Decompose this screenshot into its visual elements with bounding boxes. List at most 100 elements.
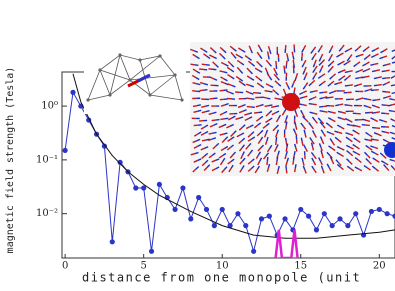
field-arrow bbox=[251, 63, 256, 67]
field-arrow bbox=[313, 112, 318, 115]
field-arrow bbox=[246, 75, 251, 79]
field-arrow bbox=[247, 133, 252, 138]
field-arrow bbox=[209, 54, 214, 58]
field-arrow bbox=[232, 130, 237, 135]
field-arrow bbox=[255, 75, 260, 80]
field-arrow bbox=[311, 146, 315, 151]
field-arrow bbox=[211, 159, 216, 163]
field-arrow bbox=[215, 142, 220, 147]
field-arrow bbox=[383, 164, 387, 169]
y-tick-label: 10⁻² bbox=[36, 208, 58, 219]
field-arrow bbox=[299, 96, 304, 100]
field-arrow bbox=[281, 111, 285, 116]
field-arrow bbox=[286, 143, 289, 148]
field-arrow bbox=[356, 61, 361, 65]
field-arrow bbox=[274, 71, 279, 76]
field-arrow bbox=[337, 62, 342, 66]
field-arrow bbox=[227, 60, 232, 65]
field-arrow bbox=[319, 160, 323, 166]
field-arrow bbox=[219, 70, 224, 73]
field-arrow bbox=[365, 158, 370, 162]
field-arrow bbox=[221, 55, 226, 60]
field-arrow bbox=[292, 128, 296, 133]
field-arrow bbox=[382, 138, 387, 142]
field-arrow bbox=[230, 144, 235, 149]
insets bbox=[84, 42, 395, 176]
field-arrow bbox=[302, 165, 306, 170]
field-arrow bbox=[264, 105, 269, 108]
field-arrow bbox=[318, 68, 322, 73]
field-arrow bbox=[331, 147, 336, 152]
field-arrow bbox=[320, 53, 324, 58]
data-point bbox=[345, 223, 351, 229]
field-arrow bbox=[222, 157, 226, 162]
field-arrow bbox=[336, 124, 342, 128]
field-arrow bbox=[195, 76, 200, 81]
field-arrow bbox=[322, 169, 325, 174]
field-arrow bbox=[215, 166, 220, 170]
field-arrow bbox=[375, 69, 381, 72]
field-arrow bbox=[293, 168, 297, 173]
field-arrow bbox=[346, 150, 351, 154]
field-arrow bbox=[212, 56, 217, 60]
field-arrow bbox=[273, 67, 277, 73]
field-arrow bbox=[365, 75, 370, 78]
field-arrow bbox=[240, 62, 245, 66]
field-arrow bbox=[264, 89, 269, 92]
field-arrow bbox=[236, 66, 241, 71]
field-arrow bbox=[191, 74, 197, 79]
field-arrow bbox=[331, 119, 336, 123]
field-arrow bbox=[373, 76, 378, 80]
field-arrow bbox=[245, 83, 251, 87]
field-arrow bbox=[311, 56, 315, 61]
field-arrow bbox=[321, 154, 324, 159]
field-arrow bbox=[370, 117, 375, 121]
field-arrow bbox=[275, 124, 280, 129]
field-arrow bbox=[363, 151, 368, 156]
field-arrow bbox=[330, 80, 335, 85]
field-arrow bbox=[327, 68, 332, 73]
field-arrow bbox=[275, 91, 280, 96]
field-arrow bbox=[220, 147, 225, 152]
field-arrow bbox=[345, 132, 350, 135]
field-arrow bbox=[319, 97, 324, 100]
field-arrow bbox=[375, 159, 380, 163]
field-arrow bbox=[205, 138, 210, 141]
field-arrow bbox=[285, 81, 289, 87]
field-arrow bbox=[382, 82, 387, 86]
field-arrow bbox=[227, 160, 232, 165]
field-arrow bbox=[373, 132, 379, 135]
field-arrow bbox=[277, 82, 282, 87]
data-point bbox=[180, 185, 186, 191]
field-arrow bbox=[335, 159, 340, 164]
field-arrow bbox=[390, 75, 395, 79]
field-arrow bbox=[339, 103, 344, 106]
field-arrow bbox=[285, 121, 288, 126]
field-arrow bbox=[238, 147, 243, 152]
field-arrow bbox=[384, 162, 389, 166]
field-arrow bbox=[365, 61, 370, 65]
field-arrow bbox=[200, 126, 205, 130]
field-arrow bbox=[241, 157, 246, 162]
data-point bbox=[313, 227, 320, 233]
field-arrow bbox=[363, 56, 368, 61]
field-arrow bbox=[285, 161, 288, 166]
field-arrow bbox=[319, 45, 323, 50]
field-arrow bbox=[328, 117, 333, 121]
field-arrow bbox=[203, 82, 209, 86]
field-arrow bbox=[311, 79, 316, 84]
field-arrow bbox=[264, 67, 268, 72]
x-tick-label: 20 bbox=[373, 261, 386, 272]
field-arrow bbox=[284, 154, 287, 160]
field-arrow bbox=[329, 75, 334, 80]
field-arrow bbox=[350, 168, 355, 172]
field-arrow bbox=[352, 150, 357, 154]
field-arrow bbox=[326, 163, 330, 168]
field-arrow bbox=[250, 158, 255, 163]
data-point bbox=[306, 213, 312, 219]
field-arrow bbox=[385, 81, 391, 85]
field-arrow bbox=[231, 115, 236, 119]
field-arrow bbox=[300, 137, 303, 142]
field-arrow bbox=[346, 165, 351, 170]
field-arrow bbox=[238, 110, 244, 114]
